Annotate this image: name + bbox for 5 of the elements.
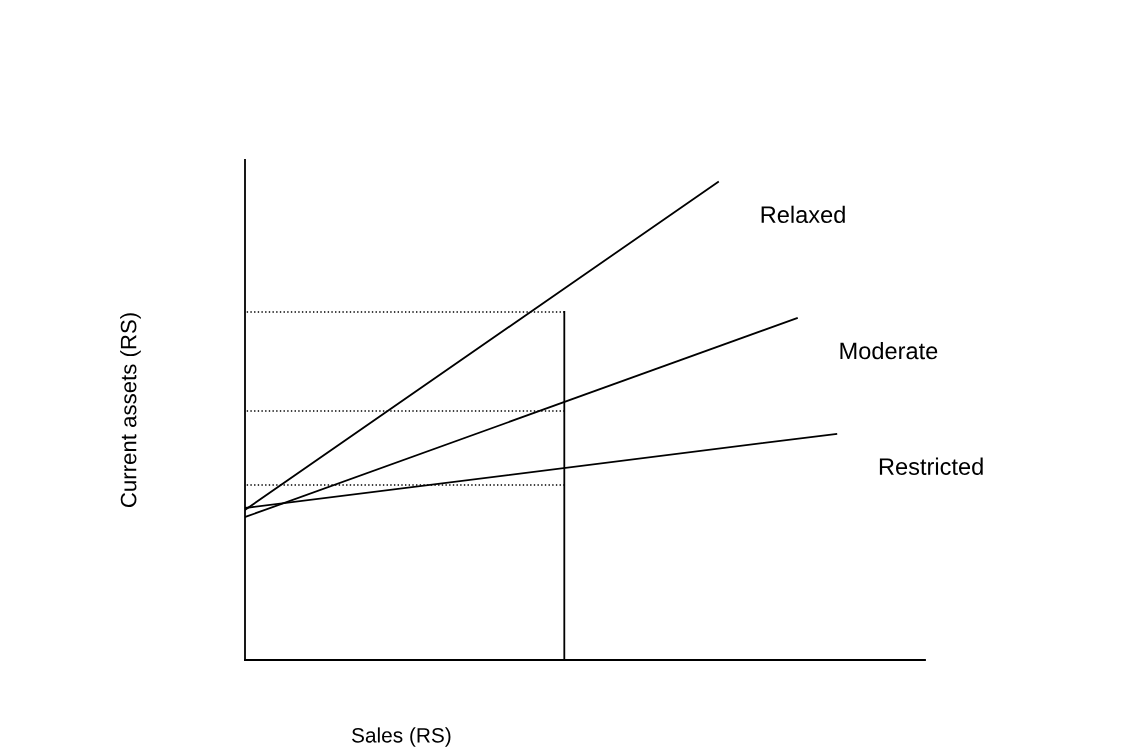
- y-axis-title: Current assets (RS): [120, 313, 141, 508]
- text: Relaxed: [761, 205, 845, 224]
- x-axis-title: Sales (RS): [351, 727, 451, 747]
- text: Restricted: [879, 457, 983, 475]
- text: Moderate: [840, 341, 938, 360]
